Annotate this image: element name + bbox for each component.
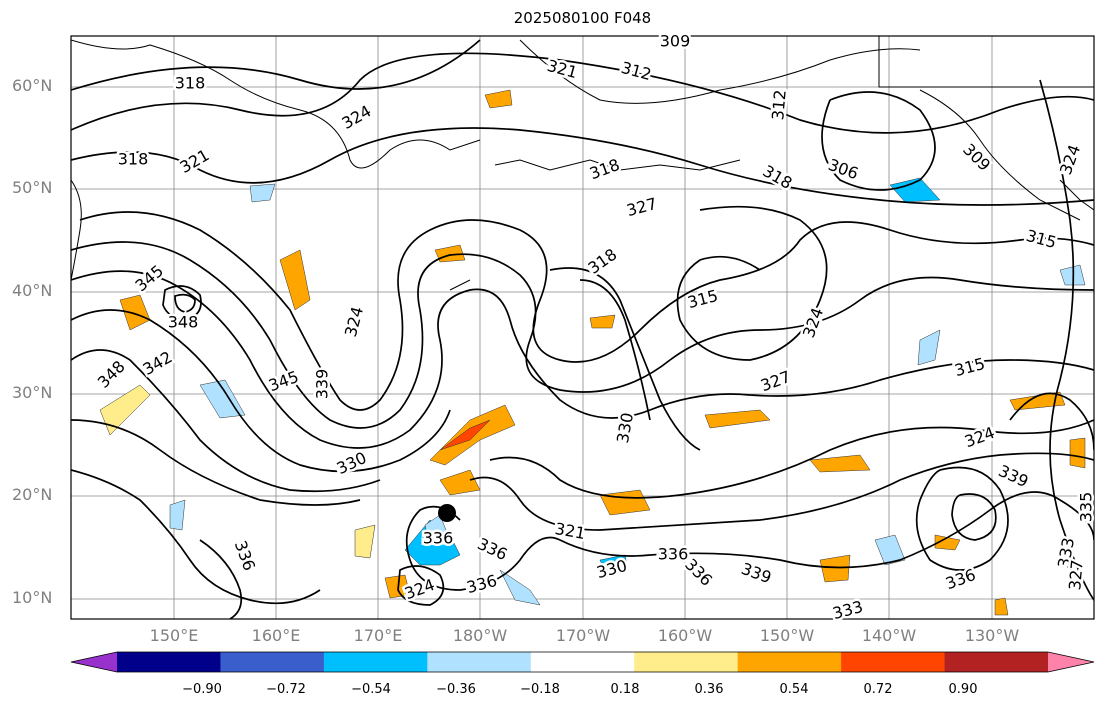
contour-label: 315: [686, 286, 720, 312]
contour-label-halo: 318: [118, 150, 149, 169]
contour-lines: [71, 39, 1094, 619]
lon-label-150e: 150°E: [149, 626, 199, 645]
lat-label-50n: 50°N: [12, 178, 53, 197]
contour-label: 318: [584, 245, 620, 278]
colorbar-tick: 0.72: [863, 682, 893, 697]
contour-label: 330: [334, 448, 370, 478]
contour-label: 321: [177, 145, 213, 177]
coastlines: [71, 36, 1094, 291]
contour-label: 345: [132, 261, 168, 295]
contour-label: 309: [959, 140, 994, 175]
lon-label-180w: 180°W: [452, 626, 508, 645]
contour-label: 315: [1024, 226, 1058, 252]
lat-label-60n: 60°N: [12, 76, 53, 95]
colorbar-tick: 0.54: [779, 682, 809, 697]
colorbar-segment: [530, 652, 635, 672]
storm-center-marker: [438, 504, 456, 522]
contour-label-halo: 309: [660, 32, 691, 51]
contour-label: 339: [996, 461, 1032, 491]
contour-label: 306: [826, 155, 861, 183]
contour-label: 309: [660, 32, 691, 51]
contour-label-halo: 318: [175, 74, 206, 93]
colorbar: [70, 651, 1095, 673]
lat-label-40n: 40°N: [12, 281, 53, 300]
lon-label-170w: 170°W: [555, 626, 611, 645]
colorbar-segment: [634, 652, 739, 672]
contour-label: 315: [953, 354, 987, 380]
colorbar-extend-min: [71, 652, 117, 672]
contour-label-halo: 336: [658, 545, 689, 564]
colorbar-tick: −0.54: [351, 682, 391, 697]
map-frame: [70, 35, 1095, 620]
colorbar-tick: 0.36: [694, 682, 724, 697]
contour-label-halo: 335: [1077, 492, 1096, 523]
contour-label: 318: [760, 161, 796, 193]
contour-label: 335: [1077, 492, 1096, 523]
contour-label-halo: 339: [313, 369, 332, 400]
lat-label-10n: 10°N: [12, 588, 53, 607]
contour-label: 327: [1065, 559, 1087, 591]
lon-label-160w: 160°W: [657, 626, 713, 645]
colorbar-extend-max: [1048, 652, 1094, 672]
contour-label-halo: 336: [423, 529, 454, 548]
colorbar-segment: [117, 652, 221, 672]
colorbar-segment: [737, 652, 842, 672]
colorbar-outline: [70, 651, 1095, 673]
contour-label: 348: [94, 357, 129, 392]
contour-label: 339: [739, 559, 774, 587]
contour-label: 348: [168, 313, 199, 332]
contour-label: 327: [625, 194, 659, 220]
lat-label-30n: 30°N: [12, 383, 53, 402]
map-panel: [71, 36, 1094, 619]
contour-label: 312: [619, 58, 653, 84]
contour-label: 324: [799, 305, 827, 340]
contour-label: 336: [231, 538, 259, 573]
colorbar-segment: [323, 652, 428, 672]
contour-label: 327: [758, 367, 793, 395]
colorbar-tick: 0.18: [610, 682, 640, 697]
plot-title: 2025080100 F048: [513, 9, 652, 27]
colorbar-segment: [220, 652, 325, 672]
contour-label-halo: 348: [168, 313, 199, 332]
contour-label: 336: [423, 529, 454, 548]
contour-label: 324: [341, 305, 367, 339]
lon-label-140w: 140°W: [861, 626, 917, 645]
colorbar-segment: [841, 652, 946, 672]
contour-label: 324: [1056, 142, 1084, 177]
contour-label: 318: [175, 74, 206, 93]
contour-label: 330: [613, 411, 637, 444]
contour-label: 312: [768, 89, 790, 121]
lon-label-170e: 170°E: [353, 626, 403, 645]
contour-label-halo: 327: [1065, 559, 1087, 591]
lat-label-20n: 20°N: [12, 485, 53, 504]
colorbar-tick: 0.90: [948, 682, 978, 697]
lon-label-160e: 160°E: [251, 626, 301, 645]
contour-label: 318: [118, 150, 149, 169]
contour-label: 345: [266, 367, 301, 395]
contour-label: 336: [465, 571, 499, 597]
colorbar-tick: −0.72: [266, 682, 306, 697]
contour-label: 336: [658, 545, 689, 564]
lon-label-130w: 130°W: [964, 626, 1020, 645]
graticule: [71, 36, 1094, 619]
colorbar-tick: −0.18: [520, 682, 560, 697]
colorbar-segment: [944, 652, 1049, 672]
contour-label: 321: [545, 56, 579, 82]
lon-label-150w: 150°W: [759, 626, 815, 645]
contour-label: 318: [587, 155, 622, 183]
colorbar-tick: −0.36: [436, 682, 476, 697]
colorbar-tick: −0.90: [182, 682, 222, 697]
contour-label: 324: [339, 101, 375, 133]
contour-label: 339: [313, 369, 332, 400]
colorbar-segment: [427, 652, 532, 672]
